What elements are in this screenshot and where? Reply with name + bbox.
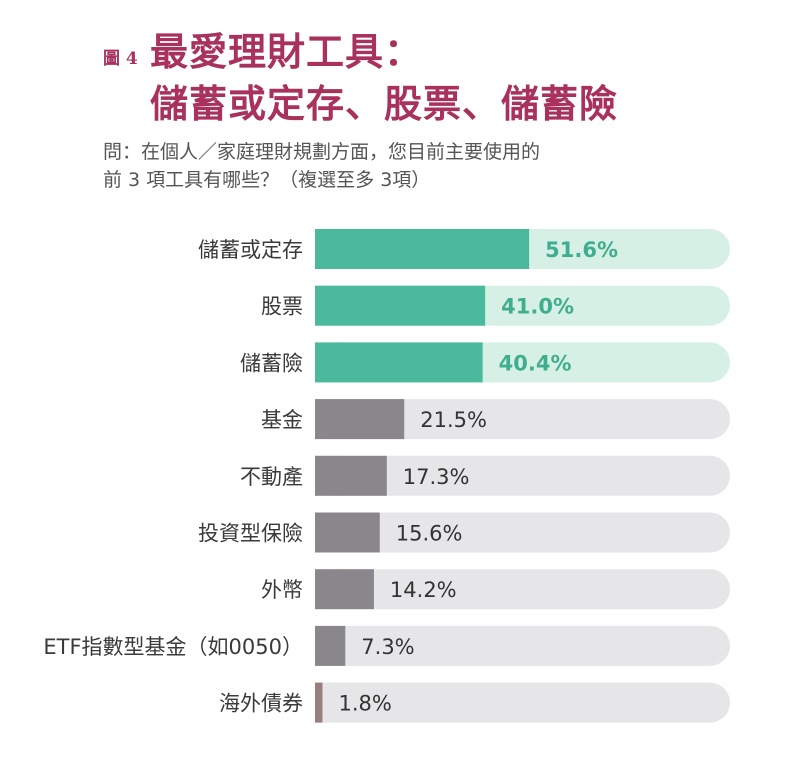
bar-row: 海外債券 1.8% [219, 682, 730, 723]
value-label: 51.6% [545, 238, 618, 262]
bar-row: 投資型保險 15.6% [198, 512, 730, 553]
bar-row: 外幣 14.2% [261, 569, 730, 610]
category-label: 投資型保險 [198, 522, 303, 546]
value-label: 14.2% [390, 578, 457, 602]
bar-row: 基金 21.5% [261, 399, 730, 440]
category-label: 不動產 [240, 465, 303, 489]
value-label: 17.3% [403, 465, 470, 489]
category-label: 外幣 [261, 578, 303, 602]
figure-label: 圖 4 [103, 49, 138, 69]
bar [315, 512, 380, 553]
bar-track [315, 625, 730, 666]
bar-row: 儲蓄或定存 51.6% [198, 229, 730, 269]
question-line-1: 問：在個人／家庭理財規劃方面，您目前主要使用的 [103, 141, 541, 163]
bar-track [315, 455, 730, 496]
bar [315, 399, 405, 440]
bar-row: ETF指數型基金（如0050） 7.3% [43, 625, 730, 666]
category-label: ETF指數型基金（如0050） [43, 635, 303, 659]
category-label: 基金 [261, 408, 303, 432]
bar [315, 455, 387, 496]
bar-track [315, 512, 730, 553]
bar [315, 625, 346, 666]
bar [315, 229, 530, 269]
bar-track [315, 682, 730, 723]
bar-row: 儲蓄險 40.4% [240, 342, 730, 383]
value-label: 21.5% [420, 408, 487, 432]
question-line-2: 前 3 項工具有哪些？（複選至多 3項） [103, 169, 431, 191]
category-label: 儲蓄險 [240, 351, 303, 375]
value-label: 1.8% [338, 692, 391, 716]
bar-row: 股票 41.0% [261, 285, 730, 326]
bar [315, 682, 323, 723]
bar-track [315, 399, 730, 440]
category-label: 股票 [261, 295, 303, 319]
bar-row: 不動產 17.3% [240, 455, 730, 496]
chart-title: 最愛理財工具： 儲蓄或定存、股票、儲蓄險 [150, 26, 618, 130]
value-label: 41.0% [501, 295, 574, 319]
bar [315, 569, 374, 610]
survey-question: 問：在個人／家庭理財規劃方面，您目前主要使用的 前 3 項工具有哪些？（複選至多… [103, 138, 540, 194]
bar [315, 285, 486, 326]
title-line-1: 最愛理財工具： [150, 30, 424, 74]
value-label: 7.3% [361, 635, 414, 659]
value-label: 40.4% [499, 351, 572, 375]
bar-track [315, 569, 730, 610]
category-label: 儲蓄或定存 [198, 238, 303, 262]
value-label: 15.6% [396, 522, 463, 546]
title-line-2: 儲蓄或定存、股票、儲蓄險 [150, 82, 619, 126]
bar [315, 342, 483, 383]
category-label: 海外債券 [219, 692, 303, 716]
